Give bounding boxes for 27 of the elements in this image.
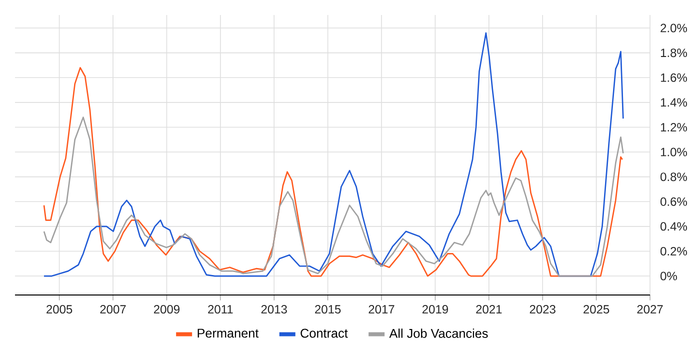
x-tick-label: 2009 bbox=[154, 305, 180, 314]
y-tick-label: 2.0% bbox=[660, 24, 687, 32]
x-tick-label: 2017 bbox=[368, 305, 394, 314]
x-tick-label: 2023 bbox=[530, 305, 556, 314]
y-tick-label: 0% bbox=[660, 272, 677, 280]
y-tick-label: 1.8% bbox=[660, 48, 687, 58]
y-tick-label: 0.2% bbox=[660, 246, 687, 256]
legend-label: Permanent bbox=[198, 328, 259, 338]
legend-label: Contract bbox=[300, 328, 348, 338]
y-tick-label: 1.6% bbox=[660, 73, 687, 82]
x-tick-label: 2025 bbox=[584, 305, 610, 314]
y-tick-label: 1.2% bbox=[660, 122, 687, 132]
y-tick-label: 0.4% bbox=[660, 222, 687, 231]
x-tick-label: 2021 bbox=[476, 305, 502, 314]
x-tick-label: 2005 bbox=[46, 305, 72, 314]
x-tick-label: 2013 bbox=[261, 305, 287, 314]
legend-label: All Job Vacancies bbox=[389, 328, 488, 338]
y-tick-label: 1.4% bbox=[660, 98, 687, 107]
y-tick-label: 0.6% bbox=[660, 197, 687, 206]
y-tick-label: 0.8% bbox=[660, 172, 687, 182]
line-series bbox=[43, 116, 624, 277]
y-tick-label: 1.0% bbox=[660, 148, 687, 156]
x-tick-label: 2011 bbox=[208, 305, 233, 314]
x-tick-label: 2027 bbox=[637, 305, 663, 314]
x-tick-label: 2015 bbox=[315, 305, 341, 314]
x-tick-label: 2007 bbox=[100, 305, 126, 314]
x-tick-label: 2019 bbox=[422, 305, 448, 314]
